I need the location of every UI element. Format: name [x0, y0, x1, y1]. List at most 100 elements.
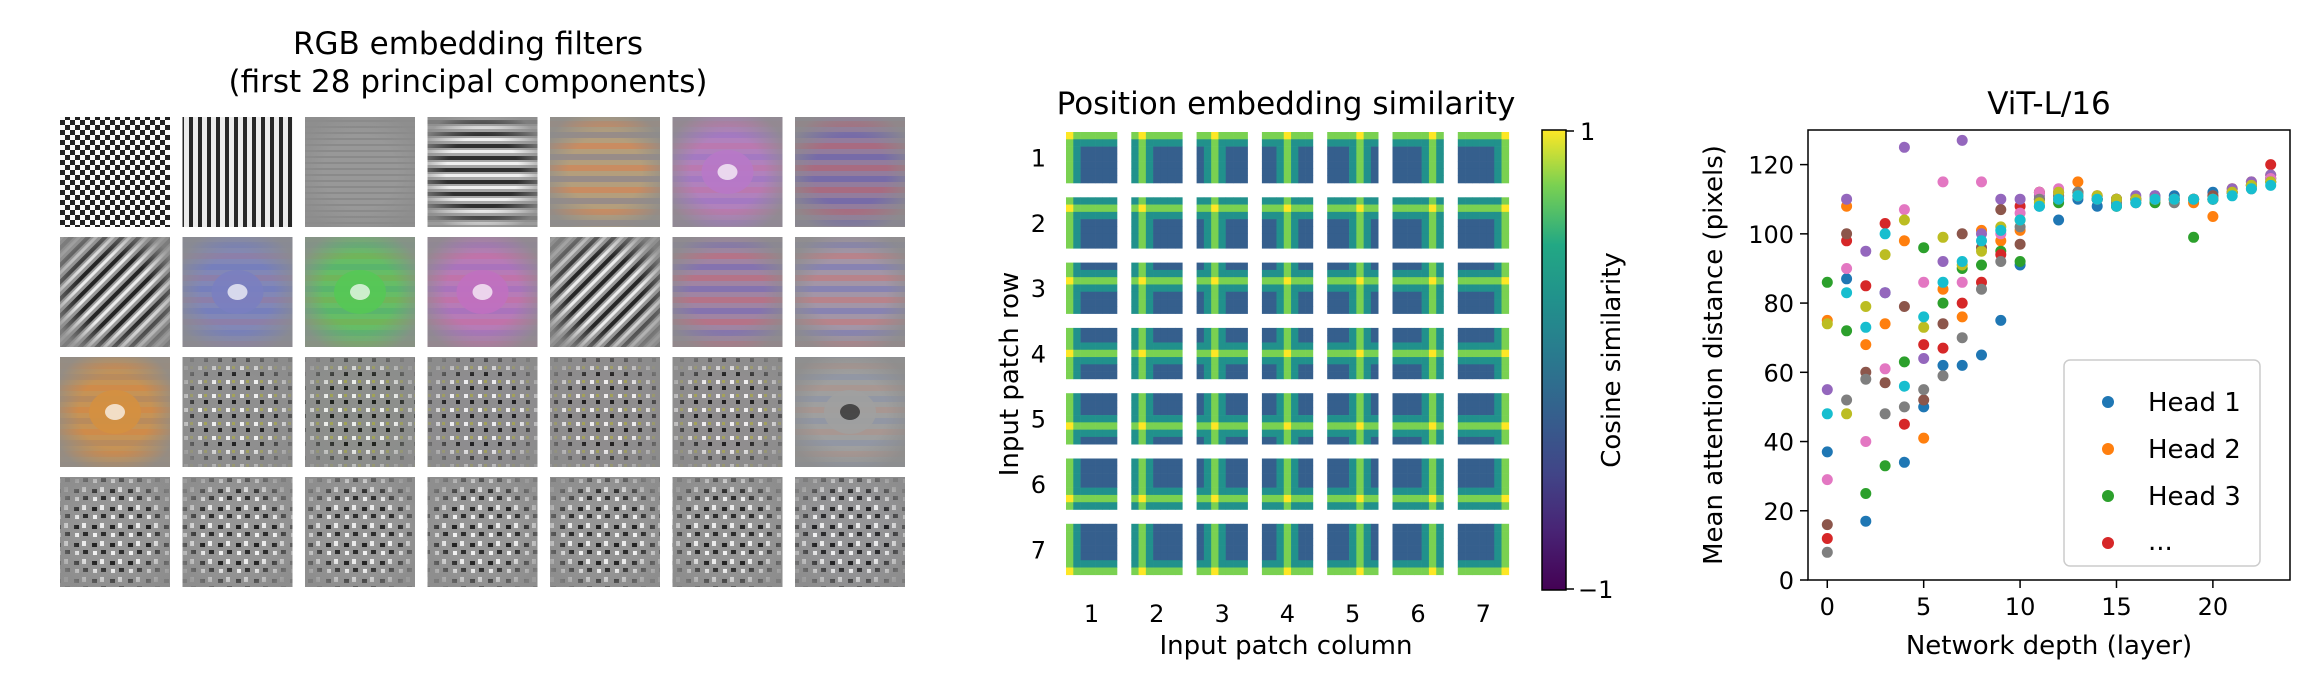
- scatter-point-s6-l7: [1956, 228, 1968, 240]
- scatter-point-s10-l1: [1841, 287, 1853, 299]
- filter-25: [427, 477, 538, 587]
- similarity-tile-r5-c3: [1196, 393, 1248, 445]
- scatter-point-s8-l9: [1995, 256, 2007, 267]
- scatter-point-s10-l15: [2111, 200, 2122, 212]
- similarity-tile-r7-c4: [1261, 523, 1314, 576]
- filter-13: [672, 237, 783, 347]
- scatter-point-s10-l11: [2033, 200, 2045, 212]
- similarity-y-tick-6: 6: [1031, 471, 1046, 499]
- similarity-tile-r3-c1: [1066, 262, 1118, 314]
- scatter-point-s4-l6: [1937, 342, 1949, 354]
- scatter-point-s4-l5: [1918, 339, 1930, 351]
- scatter-point-s8-l4: [1898, 401, 1910, 413]
- scatter-point-s9-l0: [1821, 318, 1833, 330]
- similarity-x-tick-6: 6: [1410, 600, 1425, 628]
- similarity-tile-r6-c1: [1066, 458, 1118, 510]
- scatter-point-s2-l7: [1956, 311, 1968, 323]
- colorbar-tick-top: 1: [1580, 118, 1595, 146]
- similarity-tile-r4-c6: [1392, 327, 1444, 380]
- scatter-point-s6-l4: [1898, 301, 1910, 312]
- scatter-point-s10-l14: [2091, 193, 2103, 205]
- similarity-tile-r2-c5: [1327, 197, 1379, 249]
- scatter-point-s7-l5: [1918, 276, 1930, 288]
- scatter-point-s10-l20: [2207, 193, 2219, 205]
- scatter-point-s2-l13: [2072, 176, 2084, 188]
- legend-label-more: ...: [2148, 527, 2173, 557]
- scatter-point-s3-l4: [1898, 356, 1910, 368]
- scatter-point-s10-l0: [1821, 408, 1833, 420]
- similarity-x-tick-5: 5: [1345, 600, 1360, 628]
- similarity-tile-r1-c4: [1261, 132, 1314, 184]
- filter-15: [60, 357, 170, 467]
- similarity-tile-r3-c7: [1457, 262, 1510, 314]
- scatter-point-s7-l1: [1841, 263, 1853, 274]
- scatter-point-s5-l9: [1995, 193, 2007, 205]
- rgb-filters-title: RGB embedding filters: [293, 26, 643, 62]
- scatter-point-s3-l6: [1937, 297, 1949, 309]
- scatter-point-s7-l6: [1937, 176, 1949, 188]
- colorbar-label: Cosine similarity: [1597, 252, 1627, 468]
- scatter-point-s10-l12: [2053, 193, 2065, 205]
- filter-7: [795, 117, 905, 227]
- rgb-filters-subtitle: (first 28 principal components): [229, 64, 708, 100]
- similarity-y-tick-7: 7: [1031, 536, 1046, 564]
- scatter-point-s5-l2: [1860, 245, 1872, 257]
- scatter-point-s9-l8: [1976, 245, 1987, 257]
- scatter-point-s9-l4: [1898, 214, 1910, 226]
- scatter-point-s4-l0: [1821, 533, 1833, 544]
- scatter-point-s2-l20: [2207, 211, 2219, 222]
- scatter-point-s9-l2: [1860, 301, 1872, 312]
- attention-distance-panel: ViT-L/16 0 5 10 15 20 0 20 40 60 80 100 120 Networ…: [1699, 86, 2291, 661]
- scatter-point-s6-l1: [1841, 228, 1853, 240]
- similarity-tile-r5-c6: [1392, 393, 1444, 445]
- similarity-x-tick-7: 7: [1476, 600, 1491, 628]
- filter-4: [427, 117, 538, 227]
- scatter-point-s3-l2: [1860, 488, 1872, 499]
- scatter-point-s10-l4: [1898, 380, 1910, 392]
- scatter-point-s6-l9: [1995, 204, 2007, 216]
- scatter-point-s10-l9: [1995, 224, 2007, 236]
- filter-9: [182, 237, 293, 347]
- similarity-tile-r6-c2: [1131, 458, 1183, 510]
- scatter-point-s3-l10: [2014, 256, 2026, 267]
- scatter-y-ticks: 0 20 40 60 80 100 120: [1748, 152, 1808, 595]
- filter-14: [795, 237, 905, 347]
- similarity-x-tick-4: 4: [1280, 600, 1295, 628]
- scatter-point-s7-l7: [1956, 276, 1968, 288]
- scatter-point-s5-l10: [2014, 193, 2026, 205]
- scatter-y-tick-80: 80: [1763, 290, 1794, 318]
- scatter-point-s7-l8: [1976, 176, 1987, 188]
- legend-box: [2063, 359, 2261, 567]
- similarity-y-tick-5: 5: [1031, 406, 1046, 434]
- scatter-point-s3-l3: [1879, 460, 1891, 472]
- scatter-x-ticks: 0 5 10 15 20: [1820, 580, 2228, 621]
- scatter-point-s10-l5: [1918, 311, 1930, 323]
- filter-18: [427, 357, 538, 467]
- similarity-tile-r2-c4: [1261, 197, 1314, 249]
- position-similarity-panel: Position embedding similarity 1 2 3 4 5 6 7 1 2…: [995, 86, 1627, 661]
- scatter-point-s10-l19: [2188, 193, 2200, 205]
- similarity-tile-r4-c2: [1131, 327, 1183, 380]
- scatter-point-s2-l4: [1898, 235, 1910, 247]
- scatter-point-s3-l8: [1976, 259, 1987, 271]
- similarity-tile-r6-c7: [1457, 458, 1510, 510]
- scatter-point-s10-l18: [2168, 193, 2180, 205]
- scatter-point-s1-l6: [1937, 359, 1949, 371]
- scatter-y-tick-0: 0: [1779, 567, 1794, 595]
- scatter-point-s10-l13: [2072, 190, 2084, 202]
- similarity-tile-r7-c1: [1066, 523, 1118, 576]
- similarity-x-label: Input patch column: [1160, 631, 1413, 661]
- scatter-x-label: Network depth (layer): [1906, 631, 2192, 661]
- similarity-tile-r3-c3: [1196, 262, 1248, 314]
- similarity-tile-r2-c3: [1196, 197, 1248, 249]
- similarity-tile-r3-c4: [1261, 262, 1314, 314]
- similarity-tile-r6-c5: [1327, 458, 1379, 510]
- scatter-y-tick-20: 20: [1763, 498, 1794, 526]
- filter-11: [427, 237, 538, 347]
- similarity-tile-r6-c4: [1261, 458, 1314, 510]
- scatter-point-s10-l6: [1937, 276, 1949, 288]
- scatter-point-s4-l2: [1860, 280, 1872, 292]
- filter-19: [550, 357, 660, 467]
- scatter-point-s1-l7: [1956, 359, 1968, 371]
- scatter-point-s1-l9: [1995, 314, 2007, 326]
